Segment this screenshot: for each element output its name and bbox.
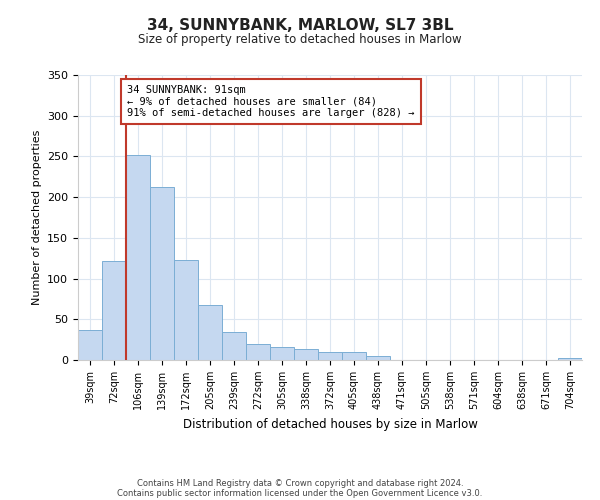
Text: Contains HM Land Registry data © Crown copyright and database right 2024.: Contains HM Land Registry data © Crown c… bbox=[137, 478, 463, 488]
Bar bbox=[342, 352, 366, 360]
Bar bbox=[246, 344, 270, 360]
Bar bbox=[366, 356, 390, 360]
Bar bbox=[174, 260, 198, 360]
Bar bbox=[318, 352, 342, 360]
Bar bbox=[558, 358, 582, 360]
Bar bbox=[78, 330, 102, 360]
Text: 34, SUNNYBANK, MARLOW, SL7 3BL: 34, SUNNYBANK, MARLOW, SL7 3BL bbox=[147, 18, 453, 32]
Bar bbox=[198, 304, 222, 360]
Bar bbox=[126, 155, 150, 360]
Bar bbox=[294, 350, 318, 360]
Bar bbox=[150, 188, 174, 360]
Bar bbox=[270, 347, 294, 360]
Y-axis label: Number of detached properties: Number of detached properties bbox=[32, 130, 41, 305]
Text: 34 SUNNYBANK: 91sqm
← 9% of detached houses are smaller (84)
91% of semi-detache: 34 SUNNYBANK: 91sqm ← 9% of detached hou… bbox=[127, 85, 415, 118]
X-axis label: Distribution of detached houses by size in Marlow: Distribution of detached houses by size … bbox=[182, 418, 478, 430]
Text: Size of property relative to detached houses in Marlow: Size of property relative to detached ho… bbox=[138, 32, 462, 46]
Bar bbox=[102, 260, 126, 360]
Bar bbox=[222, 332, 246, 360]
Text: Contains public sector information licensed under the Open Government Licence v3: Contains public sector information licen… bbox=[118, 488, 482, 498]
